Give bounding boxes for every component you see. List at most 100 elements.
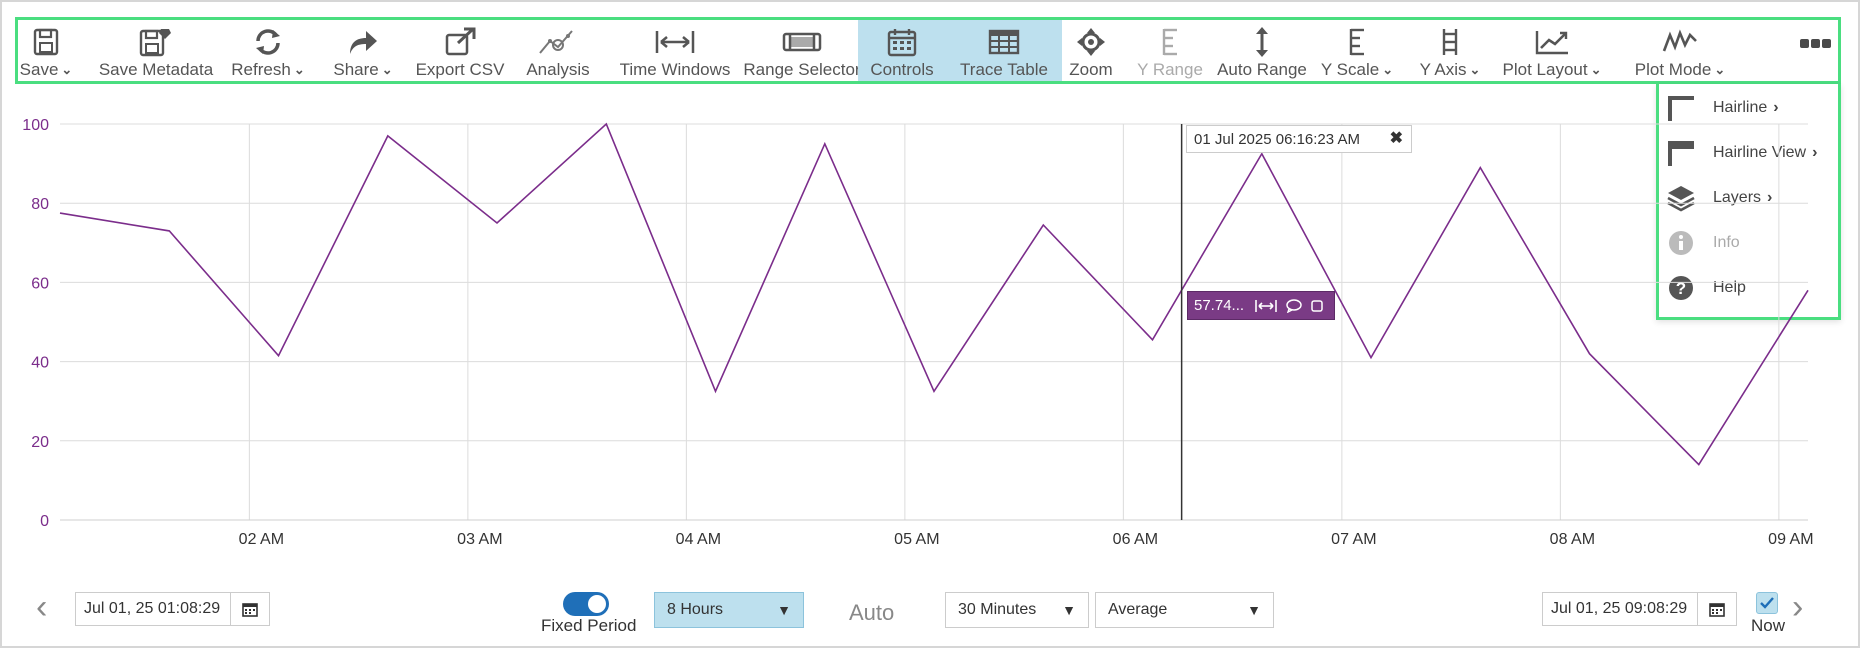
toolbar-save-metadata-button[interactable]: Save Metadata [98,20,214,81]
trend-chart[interactable]: 0 20 40 60 80 100 02 AM 03 AM 04 AM 05 AM 06 AM 07… [0,100,1860,560]
x-axis-ticks: 02 AM 03 AM 04 AM 05 AM 06 AM 07 AM 08 AM 09 AM [239,531,1814,548]
calendar-icon[interactable] [230,593,269,625]
width-arrows-icon[interactable] [1254,299,1278,313]
close-icon[interactable]: ✖ [1389,130,1403,147]
menu-label: Help [1713,279,1746,296]
plot-mode-icon [1662,24,1698,60]
y-tick-label: 0 [40,513,49,530]
toolbar-trace-table-button[interactable]: Trace Table [946,20,1062,81]
toolbar-label: Save [19,60,59,79]
toolbar-auto-range-button[interactable]: Auto Range [1207,20,1317,81]
interval-select[interactable]: 30 Minutes ▼ [945,592,1089,628]
toolbar-y-scale-button[interactable]: Y Scale ⌄ [1314,20,1400,81]
fixed-period-toggle[interactable] [563,592,609,616]
chevron-right-icon: › [1767,189,1773,206]
chevron-down-icon: ⌄ [1590,62,1602,77]
aggregate-select[interactable]: Average ▼ [1095,592,1274,628]
range-selector-icon [782,24,822,60]
checkmark-icon [1760,597,1774,609]
refresh-icon [253,24,283,60]
menu-item-info[interactable]: Info [1659,224,1839,262]
toggle-knob [588,595,606,613]
toolbar-label: Y Axis [1419,60,1467,79]
start-date-value: Jul 01, 25 01:08:29 [84,600,221,617]
toolbar-zoom-button[interactable]: Zoom [1058,20,1124,81]
more-options-menu: Hairline › Hairline View › Layers › Info ? … [1656,84,1841,320]
info-icon [1665,229,1697,257]
toolbar-y-axis-button[interactable]: Y Axis ⌄ [1410,20,1490,81]
dot-icon [1822,39,1831,48]
toolbar-controls-button[interactable]: Controls [858,20,946,81]
square-icon[interactable] [1310,299,1324,313]
toolbar-label: Controls [870,60,934,79]
y-tick-label: 20 [31,434,49,451]
chart-grid [60,123,1808,521]
menu-label: Layers [1713,189,1762,206]
chevron-down-icon: ⌄ [381,62,393,77]
svg-text:?: ? [1676,279,1686,298]
x-tick-label: 02 AM [239,531,284,548]
dot-icon [1800,39,1809,48]
y-axis-icon [1439,24,1461,60]
zoom-icon [1076,24,1106,60]
period-value: 8 Hours [667,601,724,618]
toolbar-share-button[interactable]: Share ⌄ [328,20,398,81]
export-icon [444,24,476,60]
auto-range-icon [1253,24,1271,60]
toolbar-y-range-button[interactable]: Y Range [1130,20,1210,81]
hairline-timestamp: 01 Jul 2025 06:16:23 AM [1194,130,1360,148]
x-tick-label: 03 AM [457,531,502,548]
share-icon [347,24,379,60]
menu-item-hairline[interactable]: Hairline › [1659,89,1839,127]
chevron-right-icon: › [1812,144,1818,161]
toolbar-export-csv-button[interactable]: Export CSV [415,20,505,81]
chevron-down-icon: ⌄ [293,62,305,77]
time-windows-icon [654,24,696,60]
y-tick-label: 40 [31,355,49,372]
toolbar-label: Range Selector [743,60,861,79]
previous-period-button[interactable]: ‹ [36,588,48,626]
y-tick-label: 60 [31,275,49,292]
data-series [59,122,1809,466]
comment-icon[interactable] [1286,298,1302,313]
calendar-icon [887,24,917,60]
more-options-button[interactable] [1800,35,1840,55]
table-icon [988,24,1020,60]
toolbar-label: Save Metadata [98,60,214,79]
toolbar-analysis-button[interactable]: Analysis [520,20,596,81]
x-tick-label: 07 AM [1331,531,1376,548]
menu-label: Info [1713,234,1740,251]
auto-label[interactable]: Auto [849,600,895,625]
toolbar-time-windows-button[interactable]: Time Windows [612,20,738,81]
menu-label: Hairline View [1713,144,1807,161]
analysis-icon [538,24,578,60]
calendar-icon[interactable] [1697,593,1736,625]
menu-item-hairline-view[interactable]: Hairline View › [1659,134,1839,172]
caret-down-icon: ▼ [1062,602,1076,618]
layers-icon [1665,183,1697,213]
toolbar-plot-layout-button[interactable]: Plot Layout ⌄ [1499,20,1605,81]
toolbar-label: Analysis [526,60,590,79]
toolbar-refresh-button[interactable]: Refresh ⌄ [228,20,308,81]
start-date-input[interactable]: Jul 01, 25 01:08:29 [75,592,270,626]
aggregate-value: Average [1108,601,1168,618]
toolbar-label: Plot Mode [1634,60,1712,79]
y-tick-label: 80 [31,196,49,213]
y-axis-ticks: 0 20 40 60 80 100 [22,117,49,530]
next-period-button[interactable]: › [1792,588,1804,626]
interval-value: 30 Minutes [958,601,1037,618]
period-select[interactable]: 8 Hours ▼ [654,592,804,628]
toolbar-label: Zoom [1069,60,1113,79]
toolbar-range-selector-button[interactable]: Range Selector [735,20,869,81]
toolbar-plot-mode-button[interactable]: Plot Mode ⌄ [1627,20,1733,81]
y-scale-icon [1346,24,1368,60]
hairline-timestamp-box: 01 Jul 2025 06:16:23 AM ✖ [1186,125,1412,153]
now-checkbox[interactable] [1756,592,1778,614]
toolbar-label: Time Windows [619,60,731,79]
toolbar-save-button[interactable]: Save ⌄ [18,20,74,81]
save-metadata-icon [139,24,173,60]
menu-item-layers[interactable]: Layers › [1659,179,1839,217]
end-date-input[interactable]: Jul 01, 25 09:08:29 [1542,592,1737,626]
chevron-down-icon: ⌄ [1382,62,1394,77]
